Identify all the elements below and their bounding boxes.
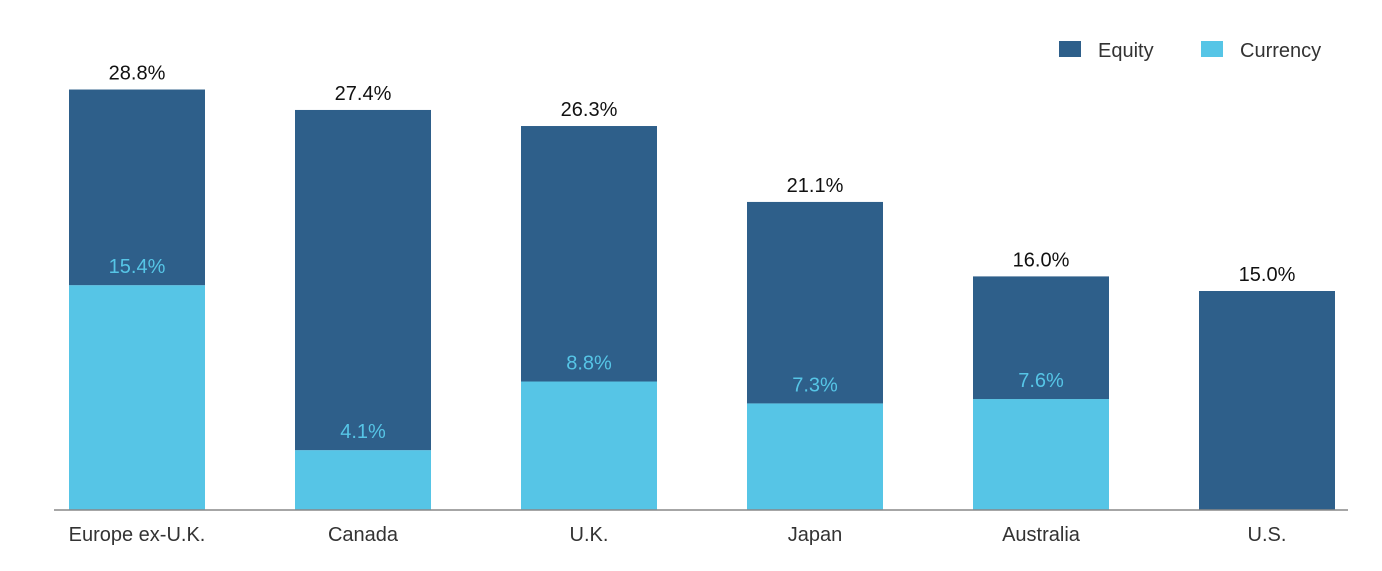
bar-equity-u-k [521, 126, 657, 382]
currency-label-australia: 7.6% [1018, 370, 1064, 392]
bar-equity-u-s [1199, 291, 1335, 510]
category-label-australia: Australia [1002, 524, 1081, 546]
bar-currency-australia [973, 399, 1109, 510]
labels-layer: 28.8% 15.4% Europe ex-U.K. 27.4% 4.1% Canada 2… [69, 63, 1296, 546]
bar-currency-europe-ex-u-k [69, 285, 205, 510]
legend-label-currency: Currency [1240, 40, 1321, 62]
category-label-u-s: U.S. [1248, 524, 1287, 546]
bar-currency-u-k [521, 381, 657, 510]
legend-swatch-equity [1059, 41, 1081, 57]
category-label-europe-ex-u-k: Europe ex-U.K. [69, 524, 206, 546]
total-label-australia: 16.0% [1013, 249, 1070, 271]
total-label-europe-ex-u-k: 28.8% [109, 63, 166, 85]
bar-equity-europe-ex-u-k [69, 89, 205, 286]
category-label-japan: Japan [788, 524, 843, 546]
bar-equity-canada [295, 109, 431, 451]
total-label-japan: 21.1% [787, 175, 844, 197]
bar-equity-japan [747, 201, 883, 404]
legend-swatch-currency [1201, 41, 1223, 57]
legend: Equity Currency [1059, 40, 1321, 62]
currency-label-europe-ex-u-k: 15.4% [109, 256, 166, 278]
bars-layer [69, 89, 1335, 510]
currency-label-japan: 7.3% [792, 374, 838, 396]
category-label-canada: Canada [328, 524, 399, 546]
total-label-u-k: 26.3% [561, 99, 618, 121]
bar-equity-australia [973, 276, 1109, 400]
category-label-u-k: U.K. [570, 524, 609, 546]
total-label-canada: 27.4% [335, 83, 392, 105]
total-label-u-s: 15.0% [1239, 264, 1296, 286]
currency-label-u-k: 8.8% [566, 353, 612, 375]
bar-currency-canada [295, 450, 431, 510]
bar-currency-japan [747, 403, 883, 510]
currency-label-canada: 4.1% [340, 421, 386, 443]
legend-label-equity: Equity [1098, 40, 1154, 62]
